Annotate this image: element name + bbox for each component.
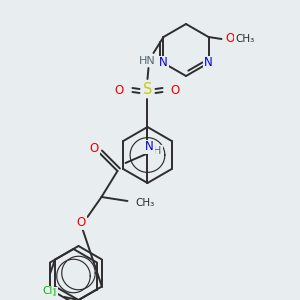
Text: O: O xyxy=(90,142,99,154)
Text: O: O xyxy=(225,32,234,46)
Text: O: O xyxy=(115,83,124,97)
Text: O: O xyxy=(171,83,180,97)
Text: O: O xyxy=(77,217,86,230)
Text: N: N xyxy=(145,140,154,154)
Text: Cl: Cl xyxy=(46,288,57,298)
Text: CH₃: CH₃ xyxy=(136,198,155,208)
Text: CH₃: CH₃ xyxy=(235,34,254,44)
Text: Cl: Cl xyxy=(42,286,52,296)
Text: H: H xyxy=(153,146,162,156)
Text: HN: HN xyxy=(139,56,156,66)
Text: N: N xyxy=(204,56,213,70)
Text: N: N xyxy=(159,56,168,70)
Text: S: S xyxy=(143,82,152,97)
